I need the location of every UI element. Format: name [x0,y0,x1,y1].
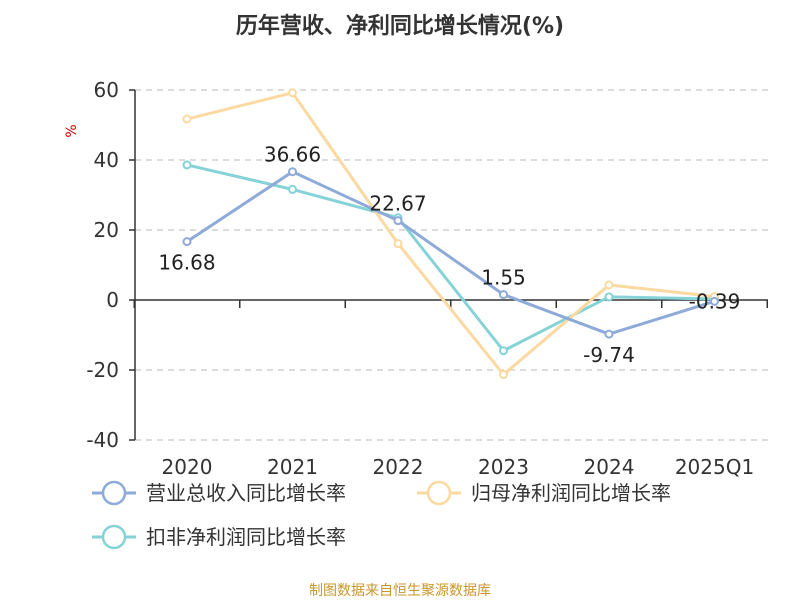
data-point [499,346,508,356]
data-point [182,160,192,170]
source-note: 制图数据来自恒生聚源数据库 [309,583,491,599]
y-tick-label: 40 [94,148,119,172]
axes: -40 -20 0 20 40 60 2020 2021 2022 2023 2024 2025Q1 [86,78,768,479]
series-line [185,163,716,353]
legend-label: 归母净利润同比增长率 [471,481,671,505]
legend-swatch-marker [101,480,127,506]
series-line [185,91,716,377]
data-point [393,239,403,249]
x-tick-label: 2025Q1 [675,455,754,479]
data-label: 1.55 [481,266,526,290]
data-point [499,370,508,380]
data-point [288,167,297,177]
chart-title: 历年营收、净利同比增长情况(%) [236,13,564,39]
series-line [185,170,716,336]
data-point [604,292,614,302]
legend-swatch-marker [426,480,452,506]
x-tick-label: 2022 [373,455,424,479]
y-tick-label: -20 [86,358,119,382]
data-point [604,280,614,290]
data-label: 22.67 [369,192,426,216]
legend-label: 扣非净利润同比增长率 [146,525,346,549]
data-point [288,88,297,98]
data-label: -9.74 [583,343,635,367]
series-lines [182,88,719,380]
data-point [182,237,192,247]
data-point [604,329,614,339]
data-labels: 16.68 36.66 22.67 1.55 -9.74 -0.39 [158,143,740,367]
y-tick-label: 20 [94,218,119,242]
legend-swatch-marker [101,524,127,550]
legend-label: 营业总收入同比增长率 [146,481,346,505]
y-tick-label: 0 [106,288,119,312]
y-tick-label: -40 [86,428,119,452]
y-tick-label: 60 [94,78,119,102]
legend-item[interactable]: 营业总收入同比增长率 [92,480,346,506]
data-label: -0.39 [689,289,741,313]
data-point [710,296,719,306]
x-tick-label: 2024 [584,455,635,479]
data-point [182,114,192,124]
legend-item[interactable]: 扣非净利润同比增长率 [92,524,346,550]
data-point [393,216,403,226]
data-point [288,184,297,194]
y-axis-unit: % [64,124,80,137]
x-tick-label: 2020 [162,455,213,479]
legend-item[interactable]: 归母净利润同比增长率 [417,480,671,506]
grid-lines [135,89,768,441]
data-label: 16.68 [158,251,215,275]
x-tick-label: 2023 [478,455,529,479]
x-tick-label: 2021 [267,455,318,479]
data-point [499,290,508,300]
data-label: 36.66 [264,143,321,167]
